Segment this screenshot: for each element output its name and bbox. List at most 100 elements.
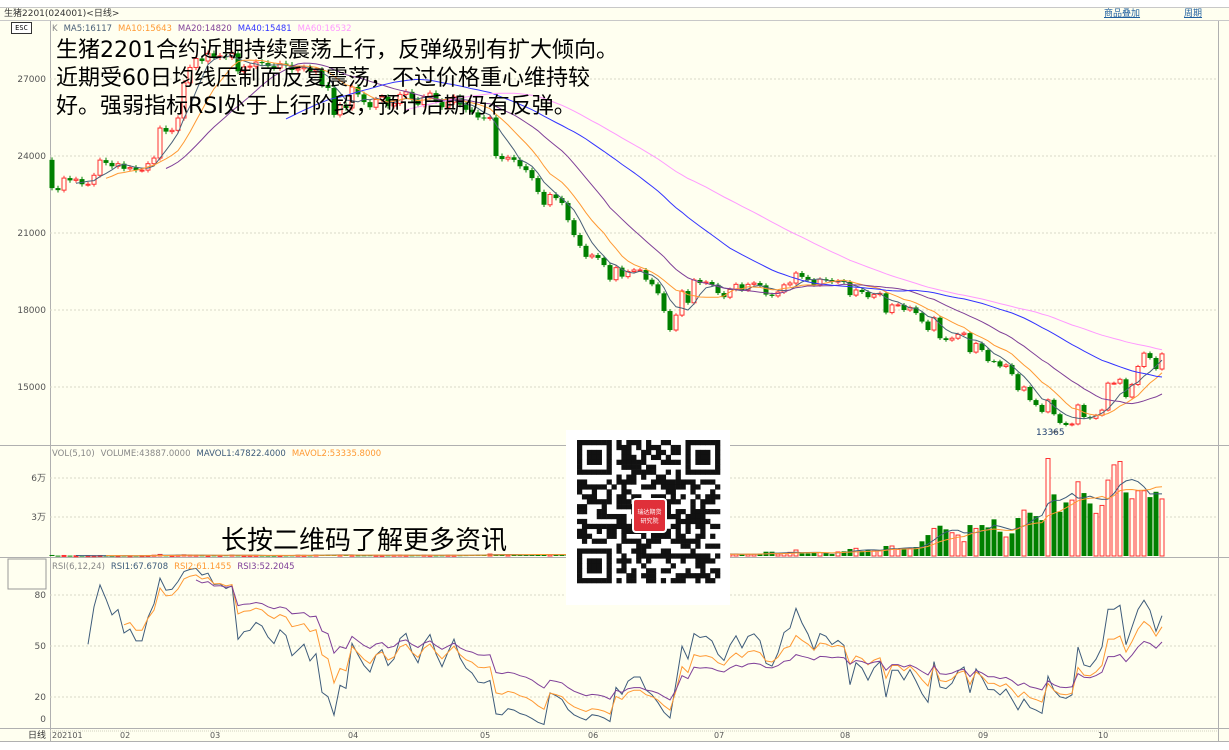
candle-down bbox=[67, 178, 73, 181]
qr-module bbox=[650, 454, 657, 461]
volume-bar-up bbox=[871, 550, 877, 557]
volume-bar-down bbox=[739, 554, 745, 556]
qr-module bbox=[616, 513, 622, 520]
candle-down bbox=[1063, 422, 1069, 425]
qr-module bbox=[685, 528, 691, 534]
candle-down bbox=[511, 157, 517, 160]
candle-up bbox=[955, 333, 961, 339]
volume-bar-down bbox=[1033, 516, 1039, 556]
qr-module bbox=[665, 440, 671, 446]
esc-button[interactable]: ESC bbox=[11, 22, 32, 34]
candle-up bbox=[1003, 364, 1009, 367]
qr-module bbox=[616, 578, 622, 584]
qr-module bbox=[606, 449, 612, 456]
qr-module bbox=[641, 449, 647, 456]
volume-bar-up bbox=[775, 553, 781, 557]
qr-module bbox=[586, 499, 593, 505]
qr-module bbox=[665, 513, 671, 520]
qr-module bbox=[616, 479, 622, 485]
qr-module bbox=[596, 513, 602, 520]
legend-item: K bbox=[52, 24, 58, 34]
qr-module bbox=[596, 454, 602, 461]
qr-module bbox=[695, 523, 701, 530]
qr-module bbox=[621, 484, 627, 490]
candle-down bbox=[607, 265, 613, 280]
qr-module bbox=[685, 454, 691, 461]
qr-module bbox=[660, 533, 667, 539]
x-tick-label: 08 bbox=[840, 731, 850, 740]
candle-down bbox=[667, 311, 673, 331]
qr-module bbox=[616, 548, 622, 554]
qr-module bbox=[660, 440, 667, 446]
qr-module bbox=[700, 518, 706, 525]
qr-module bbox=[695, 484, 701, 490]
qr-module bbox=[705, 449, 711, 456]
qr-module bbox=[601, 484, 607, 490]
rsi-tick-label: 80 bbox=[35, 591, 47, 601]
qr-module bbox=[631, 548, 637, 554]
volume-bar-up bbox=[1075, 481, 1081, 557]
candle-up bbox=[193, 57, 199, 68]
candle-up bbox=[169, 129, 175, 133]
qr-module bbox=[586, 494, 593, 500]
candle-down bbox=[469, 109, 475, 113]
candle-down bbox=[163, 128, 169, 132]
qr-module bbox=[690, 548, 696, 554]
qr-module bbox=[670, 578, 676, 584]
qr-module bbox=[660, 474, 667, 480]
qr-module bbox=[655, 494, 662, 500]
qr-module bbox=[646, 538, 652, 544]
candle-down bbox=[709, 282, 715, 285]
qr-module bbox=[695, 449, 701, 456]
candle-up bbox=[907, 306, 913, 311]
volume-bar-down bbox=[1009, 533, 1015, 556]
qr-module bbox=[700, 499, 706, 505]
price-tick-label: 15000 bbox=[17, 383, 46, 393]
qr-code[interactable] bbox=[566, 430, 730, 605]
rsi-pane-box bbox=[7, 558, 47, 590]
qr-module bbox=[715, 568, 721, 574]
qr-module bbox=[636, 548, 642, 554]
qr-module bbox=[705, 509, 711, 515]
qr-module bbox=[705, 494, 711, 500]
volume-bar-up bbox=[973, 527, 979, 557]
rsi-tick-label: 20 bbox=[35, 693, 47, 703]
qr-module bbox=[690, 509, 696, 515]
period-link[interactable]: 周期 bbox=[1184, 9, 1203, 19]
qr-module bbox=[606, 494, 612, 500]
volume-bar-down bbox=[991, 519, 997, 556]
qr-module bbox=[621, 504, 627, 510]
qr-module bbox=[586, 523, 593, 530]
candle-down bbox=[271, 66, 277, 68]
candle-down bbox=[475, 112, 481, 118]
qr-module bbox=[715, 449, 721, 456]
qr-module bbox=[577, 440, 583, 446]
qr-module bbox=[685, 444, 691, 451]
volume-bar-up bbox=[1129, 498, 1135, 557]
qr-module bbox=[700, 504, 706, 510]
qr-module bbox=[670, 489, 676, 495]
candle-down bbox=[463, 104, 469, 110]
qr-module bbox=[606, 479, 612, 485]
overlay-commodity-link[interactable]: 商品叠加 bbox=[1104, 9, 1141, 19]
legend-item: RSI3:52.2045 bbox=[237, 562, 294, 572]
qr-module bbox=[601, 504, 607, 510]
candle-up bbox=[505, 156, 511, 160]
qr-module bbox=[665, 484, 671, 490]
volume-bar-up bbox=[1111, 464, 1117, 557]
qr-module bbox=[685, 449, 691, 456]
qr-module bbox=[680, 533, 686, 539]
qr-module bbox=[616, 459, 622, 465]
qr-module bbox=[646, 558, 652, 564]
qr-module bbox=[650, 469, 657, 475]
volume-bar-down bbox=[511, 554, 517, 556]
qr-module bbox=[700, 573, 706, 579]
candle-down bbox=[859, 289, 865, 293]
candle-up bbox=[949, 337, 955, 341]
qr-module bbox=[695, 553, 701, 559]
candle-up bbox=[1069, 423, 1075, 426]
analysis-text: 生猪2201合约近期持续震荡上行，反弹级别有扩大倾向。 近期受60日均线压制而反… bbox=[56, 37, 618, 121]
volume-bar-down bbox=[439, 555, 445, 557]
legend-item: MA5:16117 bbox=[64, 24, 112, 34]
